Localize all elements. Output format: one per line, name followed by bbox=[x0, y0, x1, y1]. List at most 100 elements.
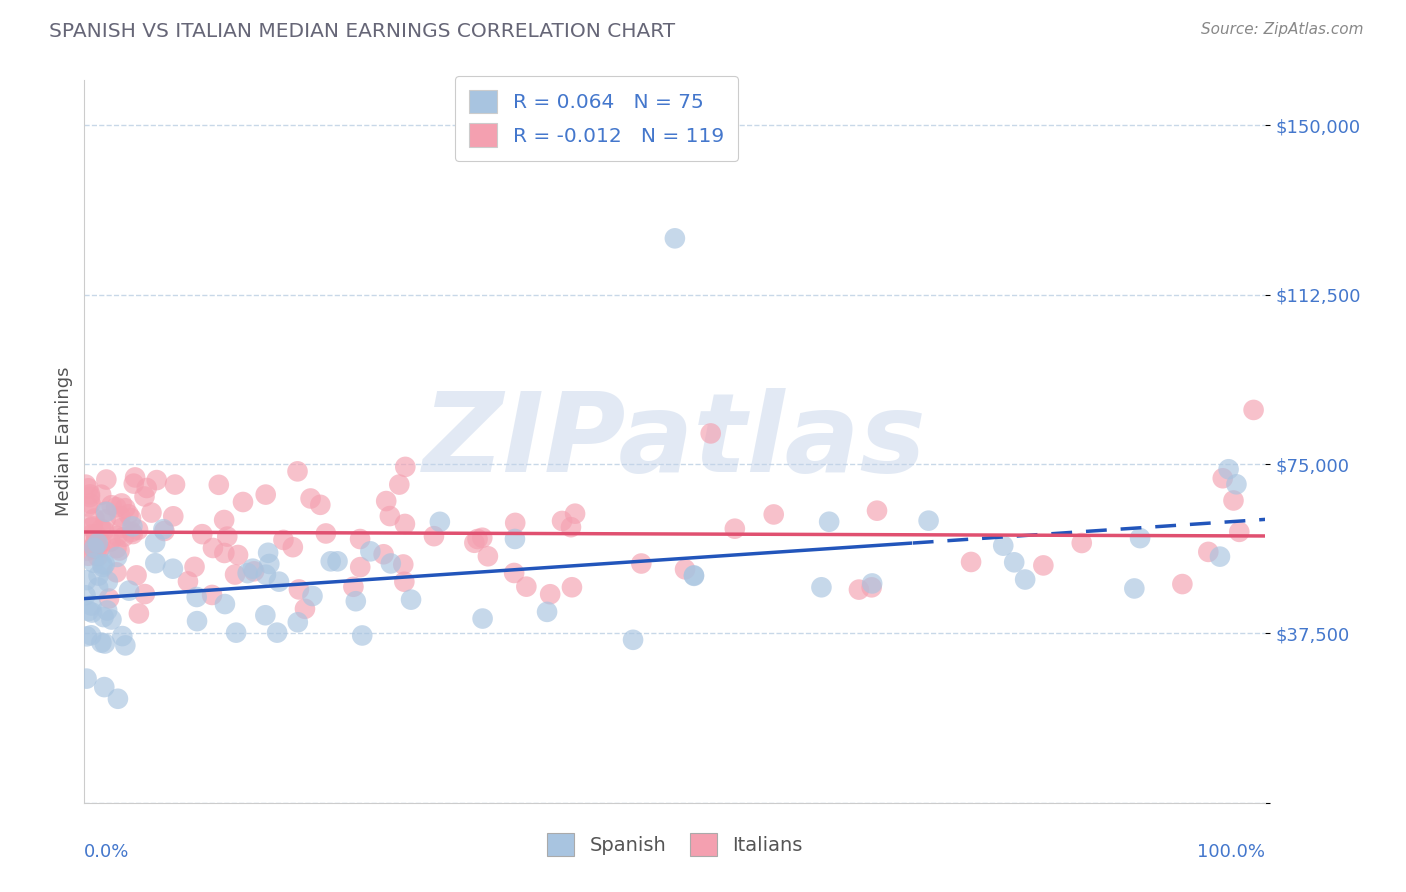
Point bbox=[163, 477, 186, 491]
Point bbox=[762, 508, 785, 522]
Point bbox=[1070, 536, 1092, 550]
Point bbox=[105, 549, 128, 564]
Point bbox=[114, 639, 136, 653]
Point bbox=[83, 541, 105, 555]
Point bbox=[960, 555, 983, 569]
Point bbox=[564, 507, 586, 521]
Point bbox=[79, 487, 101, 501]
Point bbox=[90, 535, 112, 549]
Point bbox=[266, 625, 288, 640]
Point bbox=[1014, 573, 1036, 587]
Point bbox=[91, 560, 114, 574]
Point bbox=[515, 580, 537, 594]
Point bbox=[1212, 471, 1234, 485]
Point bbox=[1243, 403, 1265, 417]
Point bbox=[257, 546, 280, 560]
Point bbox=[76, 500, 98, 514]
Point bbox=[135, 481, 157, 495]
Point bbox=[373, 547, 395, 561]
Point bbox=[630, 557, 652, 571]
Point bbox=[309, 498, 332, 512]
Text: Source: ZipAtlas.com: Source: ZipAtlas.com bbox=[1201, 22, 1364, 37]
Point bbox=[267, 574, 290, 589]
Point bbox=[86, 531, 108, 545]
Point bbox=[1222, 493, 1244, 508]
Point bbox=[80, 527, 103, 541]
Point bbox=[143, 535, 166, 549]
Point bbox=[326, 554, 349, 568]
Point bbox=[127, 523, 149, 537]
Point bbox=[214, 546, 236, 560]
Point bbox=[96, 505, 118, 519]
Point bbox=[254, 567, 277, 582]
Point bbox=[87, 581, 110, 595]
Point bbox=[242, 562, 264, 576]
Point bbox=[96, 603, 118, 617]
Point bbox=[860, 580, 883, 594]
Point bbox=[344, 594, 367, 608]
Point bbox=[87, 568, 110, 582]
Point bbox=[810, 580, 832, 594]
Point bbox=[90, 488, 112, 502]
Point bbox=[93, 610, 115, 624]
Point bbox=[259, 557, 281, 571]
Point bbox=[551, 514, 574, 528]
Point bbox=[394, 516, 416, 531]
Point bbox=[673, 562, 696, 576]
Point bbox=[75, 477, 97, 491]
Point bbox=[281, 540, 304, 554]
Point bbox=[423, 529, 446, 543]
Point bbox=[1171, 577, 1194, 591]
Point bbox=[118, 583, 141, 598]
Point bbox=[294, 602, 316, 616]
Point bbox=[352, 628, 374, 642]
Point bbox=[141, 506, 163, 520]
Point bbox=[94, 505, 117, 519]
Point bbox=[98, 591, 121, 606]
Point bbox=[117, 508, 139, 522]
Point bbox=[75, 573, 97, 587]
Point bbox=[125, 568, 148, 582]
Point bbox=[76, 672, 98, 686]
Point bbox=[1225, 477, 1247, 491]
Point bbox=[273, 533, 295, 547]
Point bbox=[288, 582, 311, 597]
Point bbox=[243, 565, 266, 579]
Point bbox=[315, 526, 337, 541]
Point bbox=[114, 501, 136, 516]
Point bbox=[225, 625, 247, 640]
Point bbox=[394, 574, 416, 589]
Point bbox=[186, 614, 208, 628]
Point bbox=[342, 580, 364, 594]
Point bbox=[83, 511, 105, 525]
Point bbox=[917, 514, 939, 528]
Point bbox=[87, 549, 110, 564]
Point bbox=[110, 496, 132, 510]
Point bbox=[561, 580, 583, 594]
Point bbox=[299, 491, 322, 506]
Point bbox=[226, 548, 249, 562]
Point bbox=[301, 589, 323, 603]
Point bbox=[621, 632, 644, 647]
Text: 100.0%: 100.0% bbox=[1198, 843, 1265, 861]
Point bbox=[380, 557, 402, 571]
Point bbox=[1209, 549, 1232, 564]
Point bbox=[80, 606, 103, 620]
Point bbox=[94, 558, 117, 572]
Point bbox=[110, 509, 132, 524]
Point bbox=[79, 497, 101, 511]
Point bbox=[121, 519, 143, 533]
Point bbox=[83, 541, 105, 556]
Point bbox=[860, 576, 883, 591]
Point bbox=[254, 487, 277, 501]
Point bbox=[503, 566, 526, 580]
Point bbox=[236, 566, 259, 581]
Point bbox=[134, 490, 156, 504]
Point bbox=[143, 556, 166, 570]
Point bbox=[145, 473, 167, 487]
Point bbox=[90, 522, 112, 536]
Point bbox=[217, 530, 239, 544]
Point bbox=[1227, 524, 1250, 539]
Point bbox=[477, 549, 499, 564]
Point bbox=[100, 613, 122, 627]
